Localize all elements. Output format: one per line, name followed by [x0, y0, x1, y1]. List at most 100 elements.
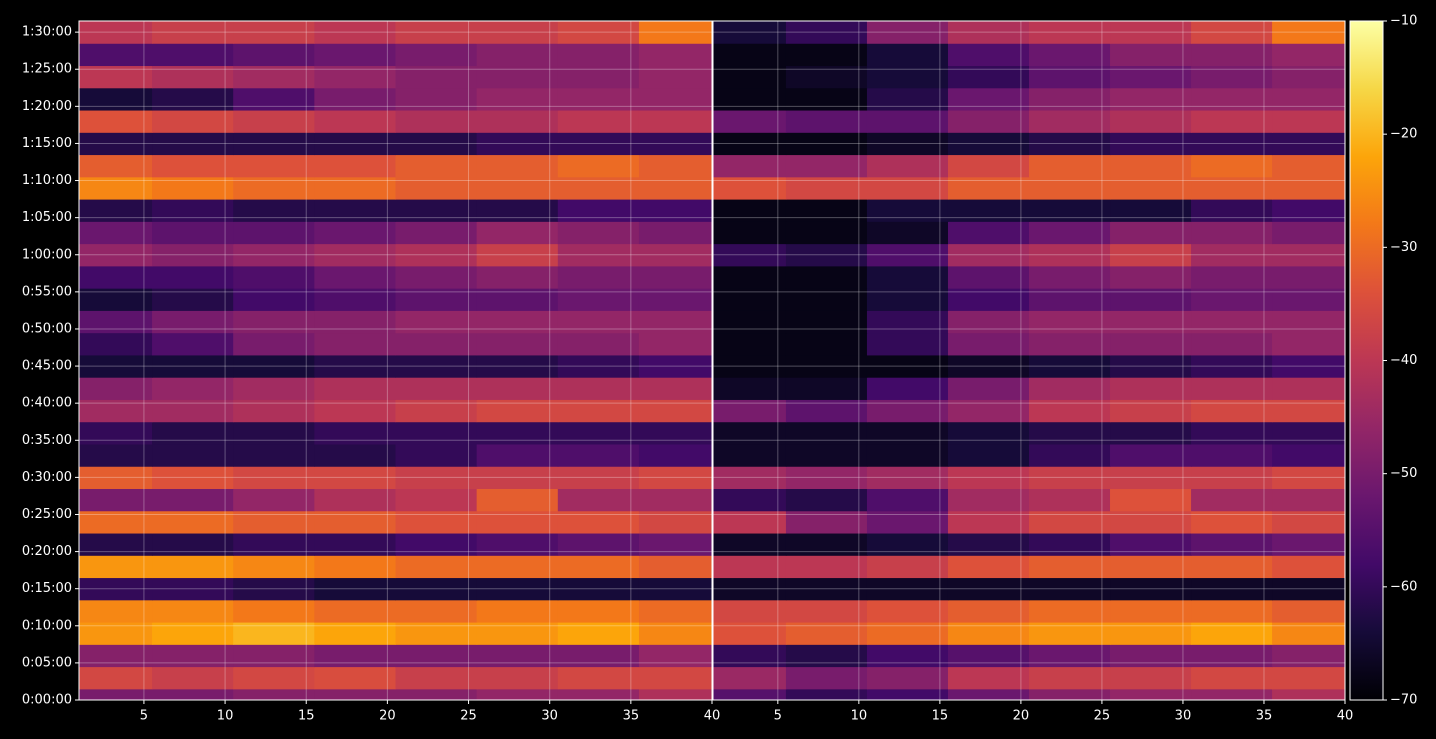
heatmap-cell [314, 43, 396, 67]
heatmap-cell [638, 644, 712, 668]
heatmap-cell [866, 154, 949, 178]
heatmap-cell [947, 443, 1030, 467]
heatmap-cell [476, 132, 559, 156]
heatmap-cell [395, 421, 478, 445]
heatmap-cell [395, 265, 478, 289]
heatmap-cell [476, 577, 559, 601]
plot-frame [78, 20, 713, 701]
heatmap-cell [79, 265, 153, 289]
heatmap-cell [1029, 510, 1111, 534]
y-tick-label: 0:20:00 [22, 544, 72, 559]
heatmap-cell [1191, 176, 1273, 200]
heatmap-cell [476, 21, 559, 44]
heatmap-cell [557, 466, 640, 490]
heatmap-cell [476, 377, 559, 400]
heatmap-cell [395, 577, 478, 601]
heatmap-cell [713, 243, 787, 267]
heatmap-cell [1110, 110, 1192, 133]
heatmap-cell [1029, 176, 1111, 200]
heatmap-cell [713, 377, 787, 400]
heatmap-cell [314, 243, 396, 267]
heatmap-cell [233, 65, 315, 89]
y-tick-label: 0:15:00 [22, 581, 72, 596]
heatmap-cell [1110, 43, 1192, 67]
heatmap-cell [1272, 332, 1345, 356]
heatmap-cell [233, 332, 315, 356]
heatmap-cell [395, 399, 478, 423]
heatmap-cell [314, 199, 396, 222]
heatmap-cell [152, 555, 234, 579]
heatmap-cell [314, 110, 396, 133]
heatmap-cell [395, 510, 478, 534]
heatmap-cell [1272, 176, 1345, 200]
heatmap-cell [476, 110, 559, 133]
x-tick-label: 20 [379, 709, 396, 724]
heatmap-cell [713, 488, 787, 512]
colorbar-tick-label: −30 [1390, 240, 1417, 255]
heatmap-cell [233, 21, 315, 44]
heatmap-cell [1191, 666, 1273, 690]
heatmap-cell [152, 666, 234, 690]
y-tick-label: 0:30:00 [22, 470, 72, 485]
heatmap-cell [152, 688, 234, 700]
heatmap-cell [1272, 555, 1345, 579]
heatmap-cell [314, 599, 396, 623]
heatmap-cell [785, 310, 868, 334]
heatmap-cell [557, 243, 640, 267]
heatmap-cell [1191, 510, 1273, 534]
heatmap-cell [395, 310, 478, 334]
heatmap-cell [1272, 688, 1345, 700]
heatmap-cell [395, 332, 478, 356]
heatmap-cell [557, 421, 640, 445]
heatmap-cell [79, 43, 153, 67]
heatmap-cell [713, 510, 787, 534]
heatmap-cell [152, 354, 234, 378]
heatmap-cell [476, 622, 559, 645]
heatmap-cell [79, 21, 153, 44]
heatmap-cell [713, 622, 787, 645]
heatmap-cell [866, 310, 949, 334]
heatmap-cell [713, 421, 787, 445]
heatmap-cell [557, 110, 640, 133]
heatmap-cell [866, 43, 949, 67]
heatmap-cell [557, 21, 640, 44]
heatmap-cell [713, 21, 787, 44]
heatmap-cell [866, 265, 949, 289]
heatmap-cell [638, 488, 712, 512]
heatmap-cell [476, 43, 559, 67]
heatmap-cell [395, 87, 478, 111]
heatmap-cell [152, 466, 234, 490]
heatmap-cell [1272, 154, 1345, 178]
heatmap-cell [476, 666, 559, 690]
heatmap-cell [713, 176, 787, 200]
heatmap-cell [79, 644, 153, 668]
heatmap-cell [79, 332, 153, 356]
heatmap-cell [785, 332, 868, 356]
heatmap-cell [233, 421, 315, 445]
heatmap-cell [233, 154, 315, 178]
heatmap-cell [233, 399, 315, 423]
heatmap-cell [713, 265, 787, 289]
heatmap-cell [1110, 399, 1192, 423]
heatmap-cell [1272, 666, 1345, 690]
heatmap-cell [233, 132, 315, 156]
heatmap-cell [638, 466, 712, 490]
heatmap-cell [557, 65, 640, 89]
heatmap-cell [476, 688, 559, 700]
heatmap-cell [476, 354, 559, 378]
heatmap-cell [947, 622, 1030, 645]
heatmap-cell [79, 221, 153, 245]
heatmap-cell [557, 199, 640, 222]
heatmap-cell [233, 43, 315, 67]
heatmap-cell [1029, 110, 1111, 133]
heatmap-cell [314, 644, 396, 668]
heatmap-cell [947, 666, 1030, 690]
heatmap-cell [233, 510, 315, 534]
heatmap-cell [947, 577, 1030, 601]
heatmap-cell [713, 110, 787, 133]
heatmap-cell [1029, 577, 1111, 601]
heatmap-cell [866, 354, 949, 378]
heatmap-cell [866, 377, 949, 400]
heatmap-cell [638, 176, 712, 200]
heatmap-cell [395, 21, 478, 44]
